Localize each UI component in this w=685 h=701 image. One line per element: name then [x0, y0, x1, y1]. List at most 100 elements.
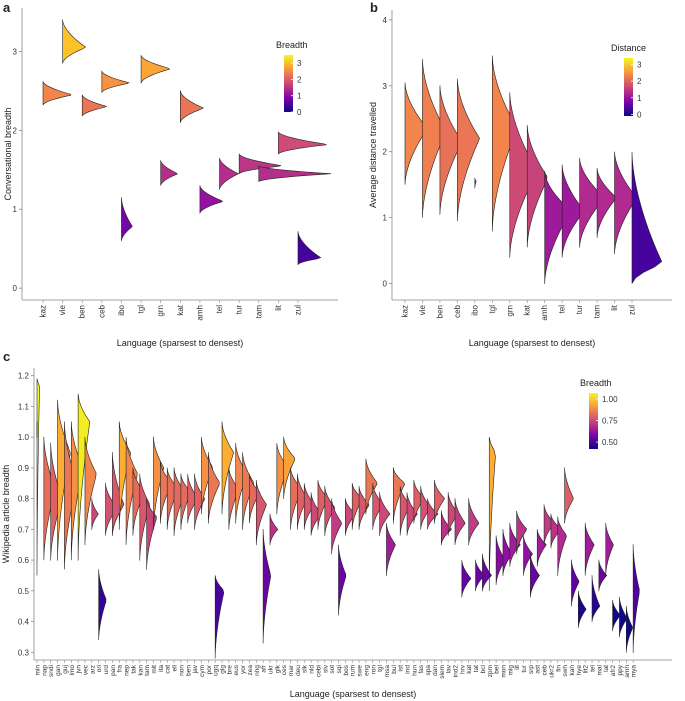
- violin-group: [297, 231, 322, 266]
- violin-group: [258, 165, 331, 182]
- violin-group: [255, 479, 267, 546]
- y-tick-label: 2: [13, 126, 18, 135]
- violin-shape: [255, 479, 267, 546]
- x-tick-label: tur: [575, 305, 584, 315]
- violin-group: [221, 421, 235, 515]
- violin-shape: [564, 467, 574, 524]
- x-tick-label: zul: [628, 305, 637, 315]
- legend-tick-label: 1: [297, 92, 302, 101]
- x-tick-label: bos: [343, 664, 350, 675]
- violin-shape: [488, 437, 496, 591]
- x-tick-label: tgl: [377, 664, 384, 671]
- x-tick-label: bul: [391, 664, 398, 673]
- x-tick-label: rum: [350, 665, 357, 676]
- x-tick-label: nhg: [254, 665, 261, 676]
- violin-shape: [468, 498, 480, 546]
- x-tick-label: bel: [494, 664, 501, 673]
- x-tick-label: por: [206, 664, 213, 674]
- y-tick-label: 1.1: [18, 402, 30, 411]
- panel-label-c: c: [3, 349, 10, 364]
- violin-group: [277, 131, 328, 155]
- violin-group: [338, 544, 347, 616]
- x-tick-label: tur: [521, 664, 528, 672]
- y-tick-label: 0: [383, 280, 388, 289]
- x-tick-label: jav: [192, 664, 199, 674]
- x-tick-label: ibo: [117, 304, 126, 315]
- legend-title: Breadth: [276, 40, 308, 50]
- x-tick-label: swh: [562, 665, 569, 677]
- x-tick-label: glk: [274, 664, 281, 673]
- violin-group: [140, 54, 171, 84]
- violin-shape: [36, 378, 40, 576]
- x-tick-label: ukr2: [548, 665, 555, 678]
- violin-group: [557, 515, 567, 577]
- x-tick-label: slv: [322, 664, 329, 673]
- violin-shape: [509, 522, 521, 567]
- violin-shape: [454, 497, 466, 545]
- y-tick-label: 0.9: [18, 464, 30, 473]
- violin-shape: [591, 574, 601, 622]
- x-tick-label: zpm: [487, 665, 494, 677]
- x-tick-label: ceb: [542, 665, 549, 676]
- x-tick-label: kat: [176, 304, 185, 315]
- x-tick-label: ben: [435, 305, 444, 318]
- violin-group: [101, 70, 130, 94]
- violin-shape: [262, 528, 271, 644]
- violin-shape: [434, 479, 445, 524]
- violin-shape: [77, 393, 91, 562]
- y-tick-label: 0.3: [18, 648, 30, 657]
- x-tick-label: dan: [432, 665, 439, 676]
- violin-shape: [516, 510, 527, 556]
- violin-shape: [379, 491, 391, 537]
- x-tick-label: eng: [363, 665, 370, 676]
- x-tick-label: tgl: [137, 305, 146, 314]
- x-tick-label: swe: [357, 665, 364, 677]
- violin-shape: [221, 421, 235, 515]
- violin-group: [625, 605, 633, 653]
- x-tick-label: kah: [569, 665, 576, 676]
- violin-group: [454, 497, 466, 545]
- x-tick-label: grn: [156, 305, 165, 317]
- violin-group: [596, 167, 617, 239]
- x-tick-label: ben: [78, 305, 87, 318]
- x-tick-label: tgl: [488, 305, 497, 314]
- x-tick-label: lit2: [583, 665, 590, 674]
- violin-group: [208, 451, 220, 524]
- violin-group: [526, 124, 548, 248]
- x-axis-title: Language (sparsest to densest): [469, 338, 596, 348]
- legend-colorbar: [624, 58, 633, 116]
- x-tick-label: jvn: [76, 665, 83, 675]
- violin-group: [530, 553, 540, 598]
- x-tick-label: lit: [274, 304, 283, 311]
- x-tick-label: cym: [199, 665, 206, 677]
- violin-group: [578, 590, 587, 628]
- violin-group: [386, 522, 396, 577]
- violin-group: [160, 160, 178, 187]
- violin-group: [474, 177, 477, 189]
- x-tick-label: mlt: [151, 665, 158, 674]
- legend-tick-label: 0: [637, 110, 642, 119]
- violin-group: [605, 522, 614, 576]
- x-tick-label: fas: [418, 664, 425, 673]
- violin-group: [269, 513, 279, 546]
- violin-shape: [214, 575, 225, 659]
- violin-group: [434, 479, 445, 524]
- violin-group: [219, 157, 240, 190]
- x-tick-label: tam: [254, 305, 263, 319]
- violin-shape: [62, 19, 86, 64]
- violin-group: [238, 153, 282, 175]
- violin-shape: [258, 165, 331, 182]
- violin-shape: [160, 160, 178, 187]
- violin-group: [536, 528, 547, 567]
- x-tick-label: ppy: [617, 664, 624, 675]
- violin-group: [98, 569, 107, 641]
- x-tick-label: fra: [117, 665, 124, 673]
- y-axis-title: Wikipedia article breadth: [1, 465, 11, 564]
- legend-tick-label: 3: [637, 61, 642, 70]
- violin-shape: [526, 124, 548, 248]
- x-tick-label: mya: [631, 665, 638, 678]
- violin-group: [91, 497, 99, 531]
- x-tick-label: ori: [96, 665, 103, 672]
- x-tick-label: fin: [555, 665, 562, 672]
